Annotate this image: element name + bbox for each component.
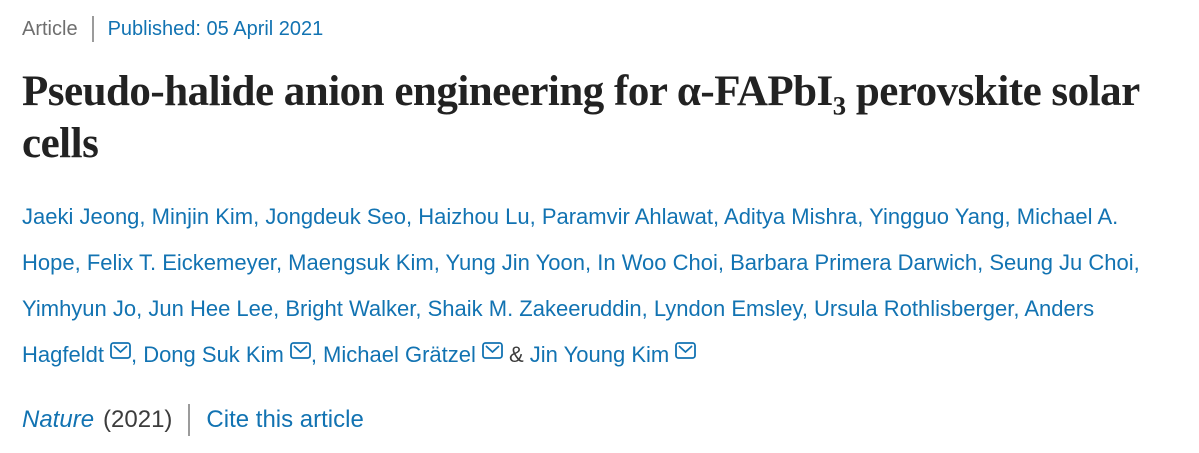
author-link[interactable]: Bright Walker [285, 296, 416, 321]
author-separator: , [273, 296, 286, 321]
author-separator: , [275, 250, 289, 275]
author-list: Jaeki Jeong, Minjin Kim, Jongdeuk Seo, H… [22, 194, 1172, 378]
author-separator: , [139, 204, 152, 229]
author-separator: , [977, 250, 990, 275]
published-date: Published: 05 April 2021 [107, 17, 324, 40]
author-link[interactable]: Yingguo Yang [869, 204, 1005, 229]
author-link[interactable]: Michael Grätzel [323, 342, 476, 367]
author-link[interactable]: Lyndon Emsley [653, 296, 802, 321]
author-separator: , [253, 204, 266, 229]
title-subscript: 3 [832, 90, 846, 121]
author-link[interactable]: Seung Ju Choi [989, 250, 1134, 275]
author-link[interactable]: Shaik M. Zakeeruddin [427, 296, 642, 321]
author-separator: , [415, 296, 428, 321]
email-icon[interactable] [481, 342, 503, 359]
author-link[interactable]: Michael A. Hope [22, 204, 1119, 275]
author-separator: , [529, 204, 542, 229]
author-separator: , [713, 204, 725, 229]
author-link[interactable]: Aditya Mishra [724, 204, 858, 229]
author-link[interactable]: Barbara Primera Darwich [730, 250, 978, 275]
author-separator: , [310, 342, 324, 367]
article-header: Article Published: 05 April 2021 Pseudo-… [22, 14, 1175, 436]
author-separator: , [641, 296, 654, 321]
author-link[interactable]: Yung Jin Yoon [445, 250, 585, 275]
email-icon[interactable] [289, 342, 311, 359]
author-separator: , [1004, 204, 1017, 229]
author-link[interactable]: Paramvir Ahlawat [541, 204, 713, 229]
page-title: Pseudo-halide anion engineering for α-FA… [22, 66, 1142, 170]
author-separator: , [585, 250, 598, 275]
cite-this-article-link[interactable]: Cite this article [206, 406, 364, 433]
author-link[interactable]: Jongdeuk Seo [265, 204, 407, 229]
email-icon[interactable] [675, 342, 697, 359]
author-link[interactable]: Yimhyun Jo [22, 296, 137, 321]
author-link[interactable]: Anders Hagfeldt [22, 296, 1095, 367]
citation-row: Nature (2021) Cite this article [22, 404, 1175, 436]
author-separator: , [130, 342, 144, 367]
author-link[interactable]: Ursula Rothlisberger [814, 296, 1014, 321]
citation-divider [188, 404, 191, 436]
author-link[interactable]: Felix T. Eickemeyer [86, 250, 276, 275]
author-separator: & [502, 342, 530, 367]
author-separator: , [717, 250, 731, 275]
author-separator: , [857, 204, 870, 229]
journal-year: (2021) [103, 406, 173, 433]
author-separator: , [406, 204, 419, 229]
meta-divider [91, 16, 94, 42]
author-link[interactable]: Maengsuk Kim [288, 250, 434, 275]
email-icon[interactable] [110, 342, 131, 359]
author-separator: , [433, 250, 446, 275]
author-link[interactable]: Minjin Kim [151, 204, 254, 229]
author-link[interactable]: Jun Hee Lee [148, 296, 274, 321]
author-link[interactable]: In Woo Choi [597, 250, 718, 275]
author-separator: , [74, 250, 87, 275]
author-link[interactable]: Haizhou Lu [418, 204, 530, 229]
author-link[interactable]: Dong Suk Kim [143, 342, 284, 367]
author-link[interactable]: Jin Young Kim [529, 342, 670, 367]
author-separator: , [801, 296, 815, 321]
author-separator: , [1013, 296, 1025, 321]
author-separator: , [136, 296, 149, 321]
article-type-label: Article [22, 17, 78, 40]
title-text-after-subscript: perovskite solar cells [22, 68, 1139, 167]
title-text-before-subscript: Pseudo-halide anion engineering for α-FA… [22, 68, 833, 115]
author-link[interactable]: Jaeki Jeong [22, 204, 140, 229]
meta-row: Article Published: 05 April 2021 [22, 14, 1175, 44]
journal-link[interactable]: Nature [22, 406, 95, 433]
author-separator: , [1133, 250, 1140, 275]
